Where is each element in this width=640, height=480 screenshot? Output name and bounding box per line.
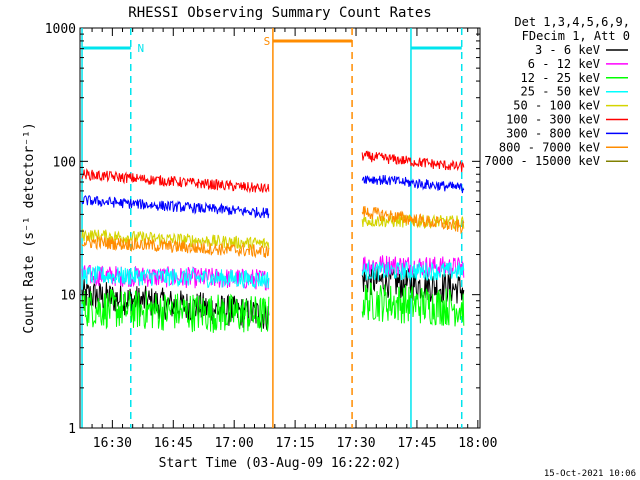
chart-title: RHESSI Observing Summary Count Rates [128, 5, 431, 21]
y-tick-label: 100 [53, 155, 76, 170]
x-axis-label: Start Time (03-Aug-09 16:22:02) [159, 456, 402, 471]
series-line [361, 174, 465, 194]
series-layer [81, 150, 465, 333]
x-tick-label: 16:30 [93, 436, 132, 451]
axes-layer: 1 10 100 1000 16:30 16:45 17:00 17:15 17:30 17:45… [45, 22, 498, 451]
legend-entry-label: 6 - 12 keV [528, 57, 600, 71]
legend-entry-label: 7000 - 15000 keV [484, 154, 600, 168]
series-line [81, 288, 270, 333]
x-tick-label: 17:30 [336, 436, 375, 451]
series-line [361, 206, 465, 235]
series-line [81, 265, 270, 291]
y-tick-label: 1000 [45, 22, 76, 37]
series-line [361, 212, 465, 230]
plot-frame [79, 27, 481, 429]
legend-entry-label: 50 - 100 keV [513, 99, 600, 113]
x-tick-label: 16:45 [154, 436, 193, 451]
series-line [361, 150, 465, 173]
series-line [361, 260, 465, 281]
legend-entry-label: 3 - 6 keV [535, 43, 600, 57]
x-tick-label: 18:00 [458, 436, 497, 451]
flags-layer: NS [81, 28, 463, 428]
series-line [81, 234, 270, 259]
legend-header-line-1: Det 1,3,4,5,6,9, [514, 15, 630, 29]
series-line [81, 195, 270, 219]
flag-label: S [264, 35, 271, 48]
x-tick-label: 17:00 [215, 436, 254, 451]
legend-entry-label: 25 - 50 keV [521, 85, 600, 99]
x-tick-label: 17:15 [276, 436, 315, 451]
y-tick-label: 10 [60, 289, 76, 304]
legend-entry-label: 300 - 800 keV [506, 126, 600, 140]
series-line [81, 167, 270, 194]
legend-entry-label: 12 - 25 keV [521, 71, 600, 85]
series-line [81, 265, 270, 290]
legend: Det 1,3,4,5,6,9, FDecim 1, Att 0 3 - 6 k… [484, 15, 630, 168]
x-tick-label: 17:45 [397, 436, 436, 451]
series-line [361, 282, 465, 327]
legend-entry-label: 800 - 7000 keV [499, 140, 600, 154]
flag-label: N [137, 42, 144, 55]
footer-timestamp: 15-Oct-2021 10:06 [544, 469, 636, 479]
legend-header-line-2: FDecim 1, Att 0 [522, 29, 630, 43]
y-tick-label: 1 [68, 422, 76, 437]
legend-entry-label: 100 - 300 keV [506, 113, 600, 127]
y-axis-label: Count Rate (s⁻¹ detector⁻¹) [22, 122, 37, 333]
